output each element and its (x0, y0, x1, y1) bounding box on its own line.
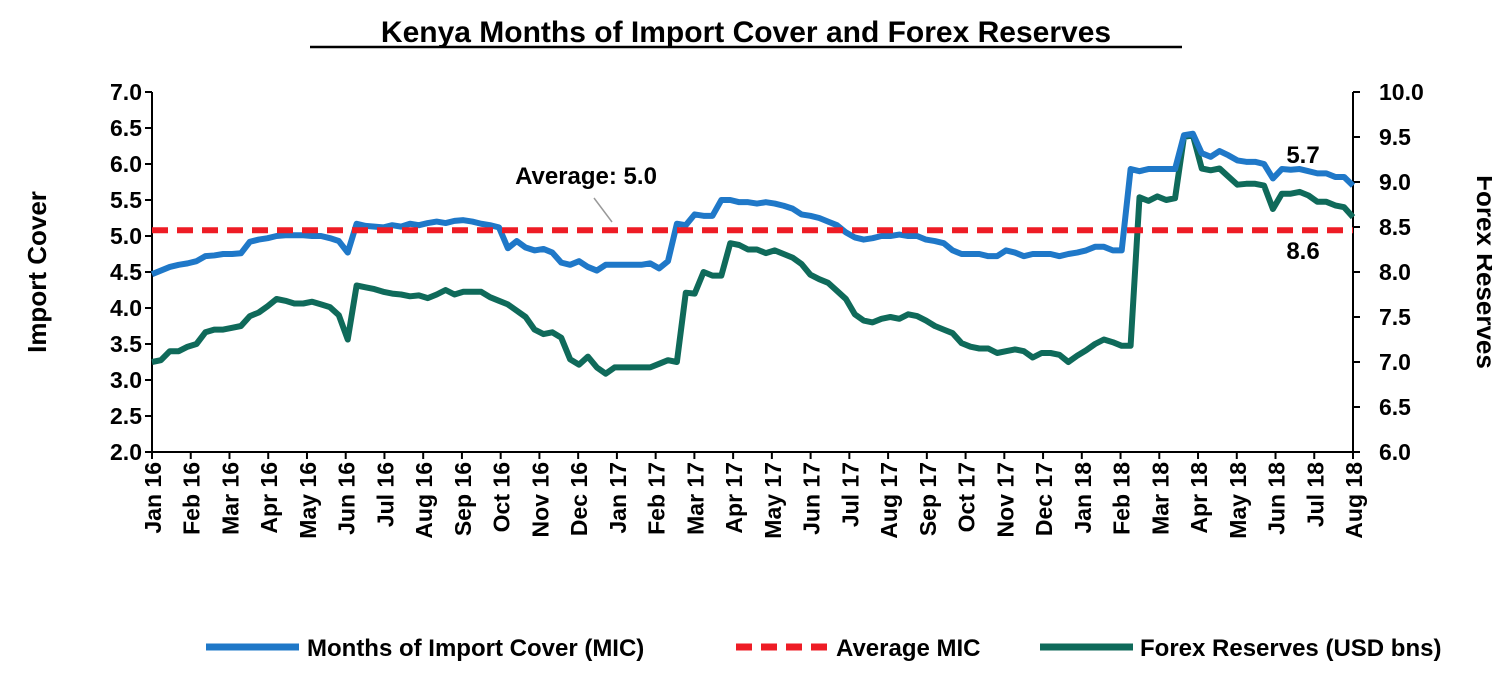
legend-label-average: Average MIC (836, 635, 981, 662)
x-tick-label: Mar 17 (682, 462, 708, 535)
x-tick-label: Jan 16 (140, 462, 166, 534)
x-tick-label: Nov 17 (992, 462, 1018, 537)
left-tick-label: 5.0 (110, 223, 142, 249)
x-tick-label: Oct 17 (954, 462, 980, 532)
average-annotation-leader (593, 197, 613, 223)
mic-last-label: 5.7 (1286, 142, 1319, 169)
average-annotation: Average: 5.0 (515, 163, 657, 190)
chart-title: Kenya Months of Import Cover and Forex R… (381, 16, 1111, 49)
x-tick-label: Jun 18 (1264, 462, 1290, 535)
left-tick-label: 3.0 (110, 367, 142, 393)
x-tick-label: May 16 (295, 462, 321, 539)
x-tick-label: Feb 17 (644, 462, 670, 535)
right-tick-label: 6.0 (1379, 439, 1411, 465)
left-tick-label: 4.5 (110, 259, 142, 285)
right-axis-ticks: 6.0 6.5 7.0 7.5 8.0 8.5 9.0 9.5 10.0 (1353, 79, 1424, 465)
left-axis-title: Import Cover (22, 191, 52, 353)
x-tick-label: Apr 16 (256, 462, 282, 534)
x-tick-label: May 17 (760, 462, 786, 539)
x-tick-label: Feb 18 (1109, 462, 1135, 535)
right-tick-label: 7.5 (1379, 304, 1411, 330)
right-tick-label: 8.5 (1379, 214, 1411, 240)
x-tick-label: Dec 16 (566, 462, 592, 536)
left-tick-label: 2.5 (110, 403, 142, 429)
legend-label-forex: Forex Reserves (USD bns) (1140, 635, 1441, 662)
left-tick-label: 6.0 (110, 151, 142, 177)
x-tick-label: Feb 16 (179, 462, 205, 535)
right-axis-title: Forex Reserves (1471, 175, 1492, 369)
x-tick-label: Jul 18 (1302, 462, 1328, 527)
x-tick-label: Jun 17 (799, 462, 825, 535)
right-tick-label: 8.0 (1379, 259, 1411, 285)
x-tick-label: Aug 16 (411, 462, 437, 539)
left-axis-ticks: 2.0 2.5 3.0 3.5 4.0 4.5 5.0 5.5 6.0 6.5 7.0 (110, 79, 152, 465)
x-tick-label: Oct 16 (489, 462, 515, 532)
left-tick-label: 6.5 (110, 115, 142, 141)
legend: Months of Import Cover (MIC) Average MIC… (206, 635, 1441, 662)
x-tick-label: Nov 16 (527, 462, 553, 537)
x-tick-label: Mar 16 (217, 462, 243, 535)
series-line-0 (150, 130, 1356, 277)
x-tick-label: Aug 17 (876, 462, 902, 539)
x-tick-label: Jan 17 (605, 462, 631, 534)
left-tick-label: 5.5 (110, 187, 142, 213)
right-tick-label: 9.0 (1379, 169, 1411, 195)
right-tick-label: 6.5 (1379, 394, 1411, 420)
x-tick-label: Jul 17 (837, 462, 863, 527)
left-tick-label: 4.0 (110, 295, 142, 321)
x-tick-label: Aug 18 (1341, 462, 1367, 539)
right-tick-label: 9.5 (1379, 124, 1411, 150)
x-tick-label: Apr 17 (721, 462, 747, 534)
left-tick-label: 2.0 (110, 439, 142, 465)
x-tick-label: Mar 18 (1147, 462, 1173, 535)
x-tick-label: Dec 17 (1031, 462, 1057, 536)
series-layer (150, 130, 1356, 377)
series-line-2 (151, 132, 1356, 377)
fx-last-label: 8.6 (1286, 238, 1319, 265)
x-tick-label: Sep 16 (450, 462, 476, 536)
x-tick-label: May 18 (1225, 462, 1251, 539)
right-tick-label: 10.0 (1379, 79, 1424, 105)
x-tick-label: Sep 17 (915, 462, 941, 536)
right-tick-label: 7.0 (1379, 349, 1411, 375)
left-tick-label: 3.5 (110, 331, 142, 357)
x-tick-label: Apr 18 (1186, 462, 1212, 534)
x-tick-label: Jan 18 (1070, 462, 1096, 534)
x-axis-ticks: Jan 16 Feb 16 Mar 16 Apr 16 May 16 Jun 16 Jul … (140, 452, 1367, 539)
legend-label-mic: Months of Import Cover (MIC) (307, 635, 644, 662)
left-tick-label: 7.0 (110, 79, 142, 105)
x-tick-label: Jun 16 (334, 462, 360, 535)
x-tick-label: Jul 16 (372, 462, 398, 527)
